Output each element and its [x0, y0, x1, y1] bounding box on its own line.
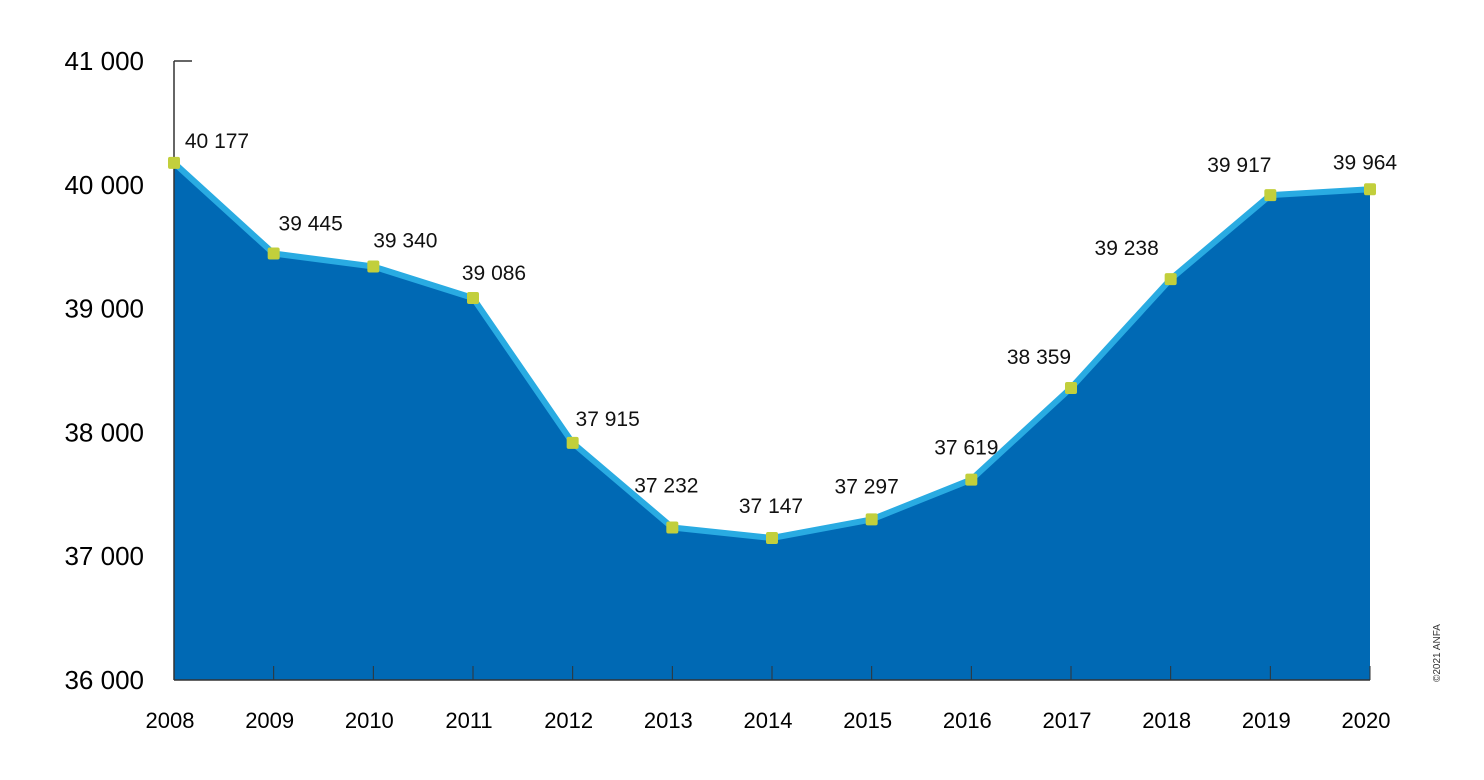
data-point-marker: [865, 513, 878, 526]
data-value-label: 39 445: [279, 213, 343, 236]
x-tick-label: 2012: [544, 708, 593, 733]
data-value-label: 39 086: [462, 262, 526, 285]
data-value-label: 39 917: [1207, 154, 1271, 177]
x-tick-label: 2011: [445, 708, 492, 733]
x-tick-label: 2019: [1242, 708, 1291, 733]
y-tick-label: 39 000: [64, 294, 144, 324]
data-value-label: 40 177: [185, 130, 249, 153]
data-value-label: 37 147: [739, 495, 803, 518]
x-tick-label: 2010: [345, 708, 394, 733]
data-point-marker: [168, 156, 180, 169]
data-point-marker: [666, 521, 679, 534]
x-tick-label: 2018: [1142, 708, 1191, 733]
copyright-text: ©2021 ANFA: [1432, 624, 1443, 682]
x-tick-label: 2017: [1043, 708, 1092, 733]
data-value-label: 39 964: [1333, 151, 1398, 174]
data-value-label: 37 232: [634, 474, 698, 497]
y-tick-label: 38 000: [64, 417, 144, 447]
data-point-marker: [1364, 183, 1376, 196]
x-tick-label: 2015: [843, 708, 892, 733]
data-value-label: 39 238: [1095, 237, 1159, 260]
y-tick-label: 37 000: [64, 541, 144, 571]
y-tick-label: 41 000: [64, 46, 144, 76]
data-point-marker: [267, 247, 280, 260]
x-tick-label: 2016: [943, 708, 992, 733]
data-point-marker: [566, 436, 579, 449]
data-value-label: 38 359: [1007, 346, 1071, 369]
data-value-label: 37 915: [576, 408, 640, 431]
data-point-marker: [1264, 189, 1277, 202]
x-tick-label: 2008: [146, 708, 195, 733]
data-value-label: 39 340: [373, 230, 437, 253]
data-point-marker: [965, 473, 978, 486]
data-point-marker: [766, 532, 778, 545]
data-point-marker: [367, 260, 380, 273]
data-value-label: 37 619: [934, 437, 998, 460]
x-tick-label: 2020: [1342, 708, 1391, 733]
data-point-marker: [1164, 273, 1177, 286]
data-point-marker: [467, 291, 479, 304]
x-tick-label: 2014: [744, 708, 793, 733]
x-tick-label: 2013: [644, 708, 693, 733]
axis-layer: 36 000 37 000 38 000 39 000 40 000 41 000 2008…: [64, 46, 1390, 733]
series-area: [174, 162, 1370, 681]
data-point-marker: [1065, 381, 1077, 394]
y-tick-label: 36 000: [64, 665, 144, 695]
x-tick-label: 2009: [245, 708, 294, 733]
marker-layer: [168, 156, 1376, 545]
label-layer: 40 177 39 445 39 340 39 086 37 915 37 232 37 1…: [185, 130, 1398, 518]
data-value-label: 37 297: [835, 475, 899, 498]
area-layer: [174, 162, 1370, 681]
y-tick-label: 40 000: [64, 170, 144, 200]
